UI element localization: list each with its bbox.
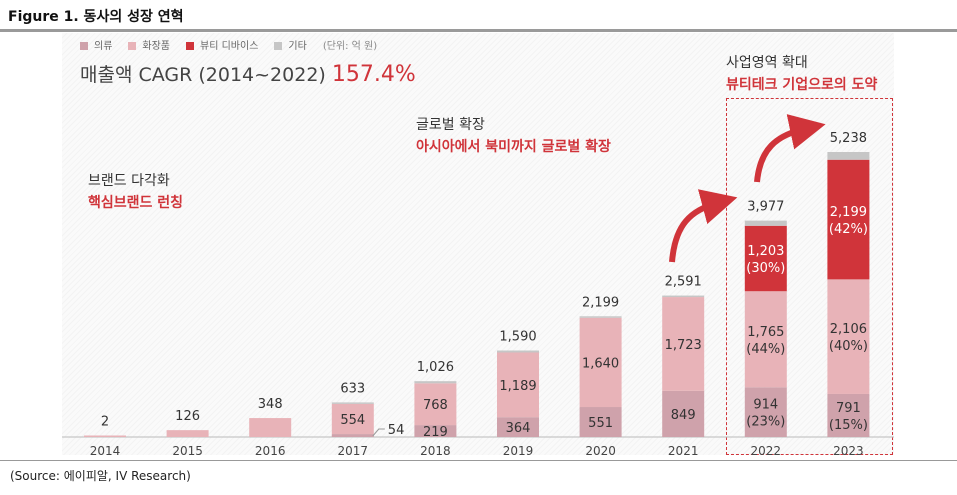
x-tick-label: 2020 [585, 444, 616, 458]
data-label: (23%) [746, 415, 785, 430]
total-label: 5,238 [830, 131, 867, 146]
data-label: 219 [423, 425, 448, 440]
data-label: (40%) [829, 339, 868, 354]
cagr-text: 매출액 CAGR (2014~2022) 157.4% [80, 62, 416, 87]
legend: 의류 화장품 뷰티 디바이스 기타 (단위: 억 원) [80, 37, 377, 52]
bar-segment-2017-1 [331, 403, 374, 435]
data-label: (42%) [829, 222, 868, 237]
total-label: 2,199 [582, 295, 619, 310]
bar-segment-2023-0 [827, 393, 870, 437]
bar-segment-2020-1 [579, 317, 622, 408]
unit-label: (단위: 억 원) [322, 41, 378, 52]
total-label: 126 [175, 409, 200, 424]
data-label: 364 [506, 421, 531, 436]
bar-segment-2022-0 [744, 387, 787, 437]
bar-segment-2019-3 [497, 350, 539, 353]
bar-segment-2023-3 [827, 152, 870, 160]
bar-segment-2022-1 [744, 291, 787, 388]
bar-segment-2017-3 [331, 402, 374, 404]
figure-title: Figure 1. 동사의 성장 연혁 [8, 9, 184, 25]
top-rule [0, 29, 957, 32]
data-label: 1,765 [747, 325, 784, 340]
total-label: 2,591 [665, 275, 702, 290]
data-label: 554 [340, 413, 365, 428]
x-tick-label: 2019 [503, 444, 534, 458]
x-tick-label: 2017 [338, 444, 369, 458]
bar-segment-2018-1 [414, 383, 457, 426]
bar-segment-2021-3 [662, 295, 705, 298]
x-tick-label: 2022 [751, 444, 782, 458]
bar-segment-2014-1 [84, 435, 126, 437]
data-label: 551 [588, 416, 613, 431]
data-label: (44%) [746, 342, 785, 357]
data-label: 2,106 [830, 322, 867, 337]
data-label: 768 [423, 398, 448, 413]
legend-item-other: 기타 [274, 37, 307, 52]
bar-segment-2016-1 [249, 418, 292, 437]
annotation-global: 글로벌 확장 아시아에서 북미까지 글로벌 확장 [416, 117, 611, 155]
data-label: 54 [388, 423, 405, 438]
callout-line [372, 428, 385, 437]
bar-segment-2018-3 [414, 381, 457, 384]
total-label: 1,026 [417, 360, 454, 375]
total-label: 3,977 [747, 200, 784, 215]
x-tick-label: 2018 [420, 444, 451, 458]
growth-arrow-2 [754, 114, 826, 183]
total-label: 348 [258, 397, 283, 412]
bar-segment-2023-2 [827, 159, 870, 280]
highlight-box [726, 98, 893, 455]
growth-arrow-1 [669, 189, 738, 263]
bar-segment-2021-1 [662, 297, 705, 391]
data-label: 791 [836, 401, 861, 416]
data-label: (15%) [829, 418, 868, 433]
data-label: 1,640 [582, 356, 619, 371]
data-label: 1,189 [499, 379, 536, 394]
bar-segment-2022-2 [744, 225, 787, 292]
bar-segment-2017-0 [331, 434, 374, 437]
total-label: 2 [101, 415, 109, 430]
total-label: 633 [340, 381, 365, 396]
bar-segment-2020-0 [579, 407, 622, 437]
total-label: 1,590 [499, 329, 536, 344]
bar-segment-2023-1 [827, 279, 870, 394]
data-label: 849 [671, 408, 696, 423]
cagr-value: 157.4% [331, 62, 416, 87]
bar-segment-2020-3 [579, 316, 622, 318]
legend-item-cosmetics: 화장품 [128, 37, 170, 52]
x-tick-label: 2014 [90, 444, 121, 458]
x-tick-label: 2023 [833, 444, 864, 458]
data-label: 1,203 [747, 244, 784, 259]
bottom-rule [0, 460, 957, 461]
bar-segment-2019-1 [497, 352, 539, 418]
x-tick-label: 2016 [255, 444, 286, 458]
bar-segment-2015-1 [166, 430, 209, 437]
legend-item-beauty-device: 뷰티 디바이스 [186, 37, 258, 52]
annotation-brand: 브랜드 다각화 핵심브랜드 런칭 [88, 173, 184, 211]
source-note: (Source: 에이피알, IV Research) [10, 469, 191, 483]
annotation-business: 사업영역 확대 뷰티테크 기업으로의 도약 [726, 55, 878, 93]
data-label: 1,723 [665, 338, 702, 353]
x-tick-label: 2021 [668, 444, 699, 458]
data-label: 2,199 [830, 205, 867, 220]
x-tick-label: 2015 [172, 444, 203, 458]
bar-segment-2018-0 [414, 425, 457, 437]
bar-segment-2021-0 [662, 390, 705, 437]
bar-segment-2019-0 [497, 417, 539, 437]
bar-segment-2022-3 [744, 220, 787, 226]
data-label: (30%) [746, 261, 785, 276]
legend-item-clothing: 의류 [80, 37, 112, 52]
data-label: 914 [753, 398, 778, 413]
